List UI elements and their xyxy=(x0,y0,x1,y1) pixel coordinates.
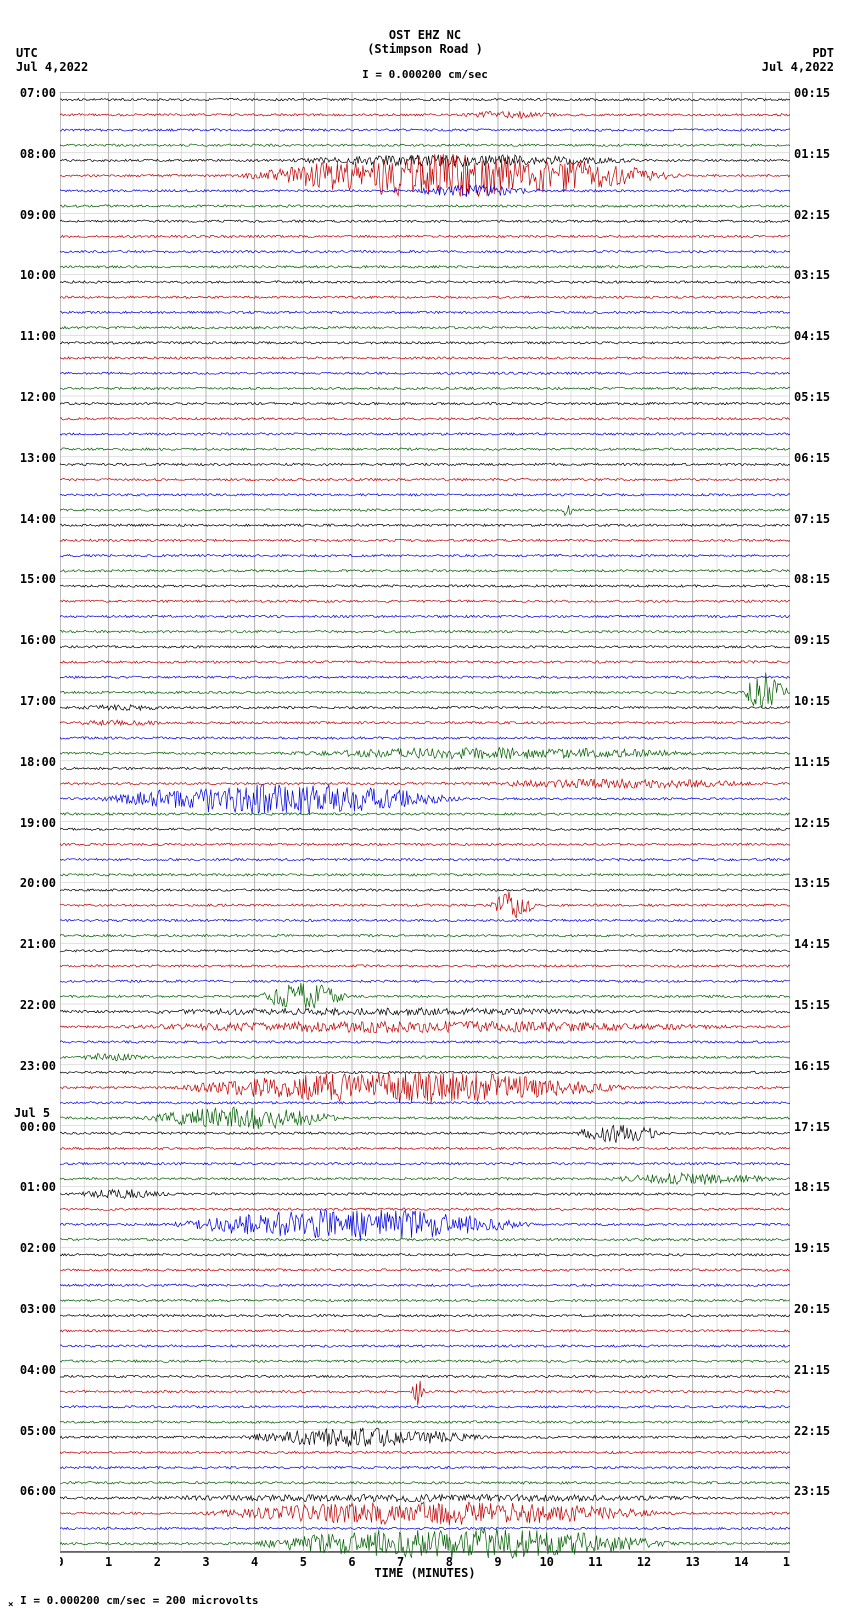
svg-text:15: 15 xyxy=(783,1555,790,1569)
scale-bar-glyph: I xyxy=(362,68,369,81)
utc-hour-label: 00:00 xyxy=(14,1120,56,1134)
pdt-hour-label: 11:15 xyxy=(794,755,836,769)
utc-hour-label: 02:00 xyxy=(14,1241,56,1255)
pdt-hour-label: 14:15 xyxy=(794,937,836,951)
utc-hour-label: 07:00 xyxy=(14,86,56,100)
utc-hour-label: 04:00 xyxy=(14,1363,56,1377)
pdt-hour-label: 16:15 xyxy=(794,1059,836,1073)
scale-value: = 0.000200 cm/sec xyxy=(375,68,488,81)
svg-text:11: 11 xyxy=(588,1555,602,1569)
svg-text:13: 13 xyxy=(685,1555,699,1569)
pdt-hour-label: 07:15 xyxy=(794,512,836,526)
svg-text:14: 14 xyxy=(734,1555,748,1569)
station-name: (Stimpson Road ) xyxy=(0,42,850,56)
utc-hour-label: 11:00 xyxy=(14,329,56,343)
pdt-hour-label: 23:15 xyxy=(794,1484,836,1498)
utc-hour-label: 17:00 xyxy=(14,694,56,708)
svg-text:0: 0 xyxy=(60,1555,64,1569)
utc-hour-label: 09:00 xyxy=(14,208,56,222)
pdt-hour-label: 18:15 xyxy=(794,1180,836,1194)
utc-hour-label: 20:00 xyxy=(14,876,56,890)
svg-text:12: 12 xyxy=(637,1555,651,1569)
pdt-hour-label: 17:15 xyxy=(794,1120,836,1134)
pdt-hour-label: 13:15 xyxy=(794,876,836,890)
pdt-hour-label: 00:15 xyxy=(794,86,836,100)
utc-hour-label: 19:00 xyxy=(14,816,56,830)
utc-hour-label: 10:00 xyxy=(14,268,56,282)
pdt-hour-label: 02:15 xyxy=(794,208,836,222)
date-left: Jul 4,2022 xyxy=(16,60,88,74)
utc-hour-label: 18:00 xyxy=(14,755,56,769)
date-right: Jul 4,2022 xyxy=(762,60,834,74)
footer-prefix: I xyxy=(20,1594,27,1607)
utc-hour-label: 06:00 xyxy=(14,1484,56,1498)
utc-hour-label: 22:00 xyxy=(14,998,56,1012)
x-axis-title: TIME (MINUTES) xyxy=(374,1566,475,1580)
pdt-hour-label: 22:15 xyxy=(794,1424,836,1438)
pdt-hour-label: 08:15 xyxy=(794,572,836,586)
pdt-hour-label: 06:15 xyxy=(794,451,836,465)
pdt-hour-label: 04:15 xyxy=(794,329,836,343)
svg-text:9: 9 xyxy=(494,1555,501,1569)
svg-text:5: 5 xyxy=(300,1555,307,1569)
svg-text:6: 6 xyxy=(348,1555,355,1569)
utc-hour-label: 15:00 xyxy=(14,572,56,586)
pdt-hour-label: 03:15 xyxy=(794,268,836,282)
seismogram-container: OST EHZ NC (Stimpson Road ) UTC PDT Jul … xyxy=(0,0,850,1613)
helicorder-plot: 0123456789101112131415 xyxy=(60,92,790,1581)
utc-hour-label: 03:00 xyxy=(14,1302,56,1316)
utc-hour-label: 13:00 xyxy=(14,451,56,465)
utc-hour-label: 14:00 xyxy=(14,512,56,526)
footer-scale-note: × I = 0.000200 cm/sec = 200 microvolts xyxy=(8,1594,259,1610)
pdt-hour-label: 10:15 xyxy=(794,694,836,708)
utc-hour-label: 05:00 xyxy=(14,1424,56,1438)
pdt-hour-label: 01:15 xyxy=(794,147,836,161)
utc-hour-label: 16:00 xyxy=(14,633,56,647)
svg-text:1: 1 xyxy=(105,1555,112,1569)
utc-hour-label: 01:00 xyxy=(14,1180,56,1194)
footer-text: = 0.000200 cm/sec = 200 microvolts xyxy=(33,1594,258,1607)
footer-prefix-sub: × xyxy=(8,1599,14,1610)
pdt-hour-label: 15:15 xyxy=(794,998,836,1012)
pdt-hour-label: 05:15 xyxy=(794,390,836,404)
utc-hour-label: 21:00 xyxy=(14,937,56,951)
utc-hour-label: 12:00 xyxy=(14,390,56,404)
midnight-date-label: Jul 5 xyxy=(14,1106,50,1120)
pdt-hour-label: 12:15 xyxy=(794,816,836,830)
tz-right-label: PDT xyxy=(812,46,834,60)
svg-text:2: 2 xyxy=(154,1555,161,1569)
svg-text:10: 10 xyxy=(539,1555,553,1569)
svg-text:4: 4 xyxy=(251,1555,258,1569)
pdt-hour-label: 19:15 xyxy=(794,1241,836,1255)
station-code: OST EHZ NC xyxy=(0,28,850,42)
pdt-hour-label: 09:15 xyxy=(794,633,836,647)
pdt-hour-label: 21:15 xyxy=(794,1363,836,1377)
pdt-hour-label: 20:15 xyxy=(794,1302,836,1316)
utc-hour-label: 23:00 xyxy=(14,1059,56,1073)
scale-label: I = 0.000200 cm/sec xyxy=(362,68,488,81)
svg-text:3: 3 xyxy=(202,1555,209,1569)
helicorder-svg: 0123456789101112131415 xyxy=(60,92,790,1578)
tz-left-label: UTC xyxy=(16,46,38,60)
utc-hour-label: 08:00 xyxy=(14,147,56,161)
